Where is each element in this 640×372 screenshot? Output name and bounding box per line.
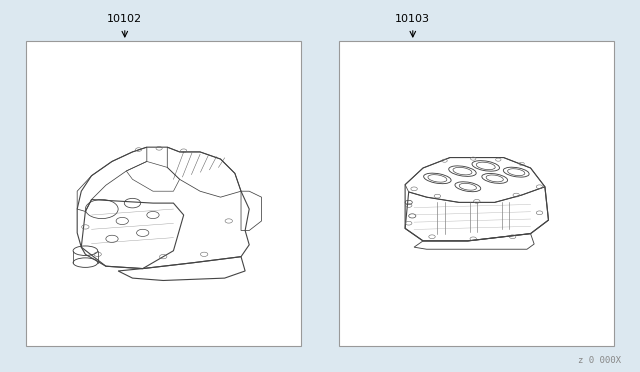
Bar: [339, 41, 614, 346]
Text: z 0 000X: z 0 000X: [578, 356, 621, 365]
Text: 10103: 10103: [396, 14, 430, 24]
Bar: [26, 41, 301, 346]
Text: 10102: 10102: [108, 14, 142, 24]
